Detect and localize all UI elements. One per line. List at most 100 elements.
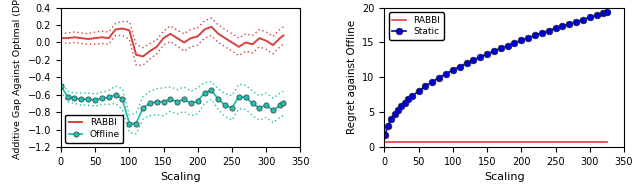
- Static: [463, 62, 470, 64]
- RABBI: [442, 141, 450, 143]
- RABBI: [194, 35, 202, 38]
- RABBI: [139, 55, 147, 57]
- Offline: [201, 92, 209, 94]
- Offline: [70, 97, 78, 99]
- RABBI: [84, 38, 92, 40]
- Line: Offline: Offline: [58, 83, 286, 126]
- RABBI: [201, 28, 209, 31]
- Offline: [132, 122, 140, 125]
- Static: [552, 27, 559, 29]
- Static: [603, 11, 611, 14]
- Offline: [159, 101, 167, 103]
- RABBI: [456, 141, 463, 143]
- RABBI: [572, 141, 580, 143]
- RABBI: [518, 141, 525, 143]
- Static: [490, 50, 498, 52]
- RABBI: [394, 141, 402, 143]
- RABBI: [504, 141, 511, 143]
- Static: [600, 12, 607, 15]
- X-axis label: Scaling: Scaling: [484, 172, 525, 182]
- RABBI: [173, 37, 181, 39]
- RABBI: [132, 53, 140, 56]
- RABBI: [531, 141, 539, 143]
- RABBI: [497, 141, 504, 143]
- Static: [384, 125, 392, 127]
- Offline: [105, 96, 113, 99]
- RABBI: [422, 141, 429, 143]
- RABBI: [381, 141, 389, 143]
- Offline: [112, 94, 120, 96]
- RABBI: [545, 141, 552, 143]
- RABBI: [269, 44, 277, 46]
- Static: [483, 53, 491, 55]
- Offline: [153, 101, 161, 103]
- Static: [504, 44, 511, 47]
- Offline: [194, 100, 202, 102]
- Offline: [98, 97, 106, 99]
- RABBI: [249, 43, 257, 45]
- RABBI: [470, 141, 477, 143]
- RABBI: [153, 46, 161, 48]
- RABBI: [449, 141, 457, 143]
- Static: [470, 59, 477, 61]
- Legend: RABBI, Static: RABBI, Static: [389, 12, 444, 40]
- RABBI: [559, 141, 566, 143]
- RABBI: [242, 41, 250, 44]
- Static: [456, 65, 463, 68]
- Static: [415, 90, 422, 92]
- Offline: [173, 101, 181, 103]
- RABBI: [538, 141, 546, 143]
- RABBI: [118, 28, 126, 30]
- Offline: [214, 98, 222, 100]
- Static: [397, 105, 405, 107]
- Static: [442, 73, 450, 75]
- RABBI: [401, 141, 409, 143]
- Static: [572, 21, 580, 23]
- Static: [579, 18, 587, 21]
- RABBI: [159, 37, 167, 39]
- Static: [565, 23, 573, 25]
- Offline: [64, 95, 72, 98]
- RABBI: [276, 37, 284, 39]
- RABBI: [221, 37, 229, 39]
- RABBI: [408, 141, 415, 143]
- Static: [559, 25, 566, 27]
- RABBI: [214, 33, 222, 35]
- Offline: [77, 98, 85, 100]
- Static: [593, 14, 600, 17]
- RABBI: [404, 141, 412, 143]
- X-axis label: Scaling: Scaling: [160, 172, 201, 182]
- RABBI: [586, 141, 594, 143]
- RABBI: [435, 141, 443, 143]
- Static: [531, 34, 539, 36]
- RABBI: [384, 141, 392, 143]
- Static: [387, 118, 395, 120]
- Static: [518, 39, 525, 41]
- RABBI: [180, 41, 188, 44]
- Offline: [166, 98, 174, 100]
- Offline: [207, 89, 215, 91]
- Offline: [221, 104, 229, 106]
- RABBI: [64, 37, 72, 39]
- RABBI: [105, 37, 113, 39]
- Static: [381, 134, 389, 136]
- Offline: [84, 98, 92, 100]
- Offline: [262, 104, 270, 106]
- RABBI: [603, 141, 611, 143]
- RABBI: [77, 37, 85, 39]
- Static: [497, 47, 504, 49]
- Line: Static: Static: [381, 9, 610, 138]
- RABBI: [463, 141, 470, 143]
- RABBI: [255, 37, 263, 39]
- Static: [394, 108, 402, 111]
- Offline: [242, 96, 250, 99]
- Static: [524, 37, 532, 39]
- RABBI: [428, 141, 436, 143]
- RABBI: [552, 141, 559, 143]
- Static: [449, 69, 457, 71]
- Static: [408, 95, 415, 98]
- Offline: [228, 107, 236, 109]
- RABBI: [476, 141, 484, 143]
- RABBI: [280, 34, 287, 37]
- RABBI: [207, 26, 215, 28]
